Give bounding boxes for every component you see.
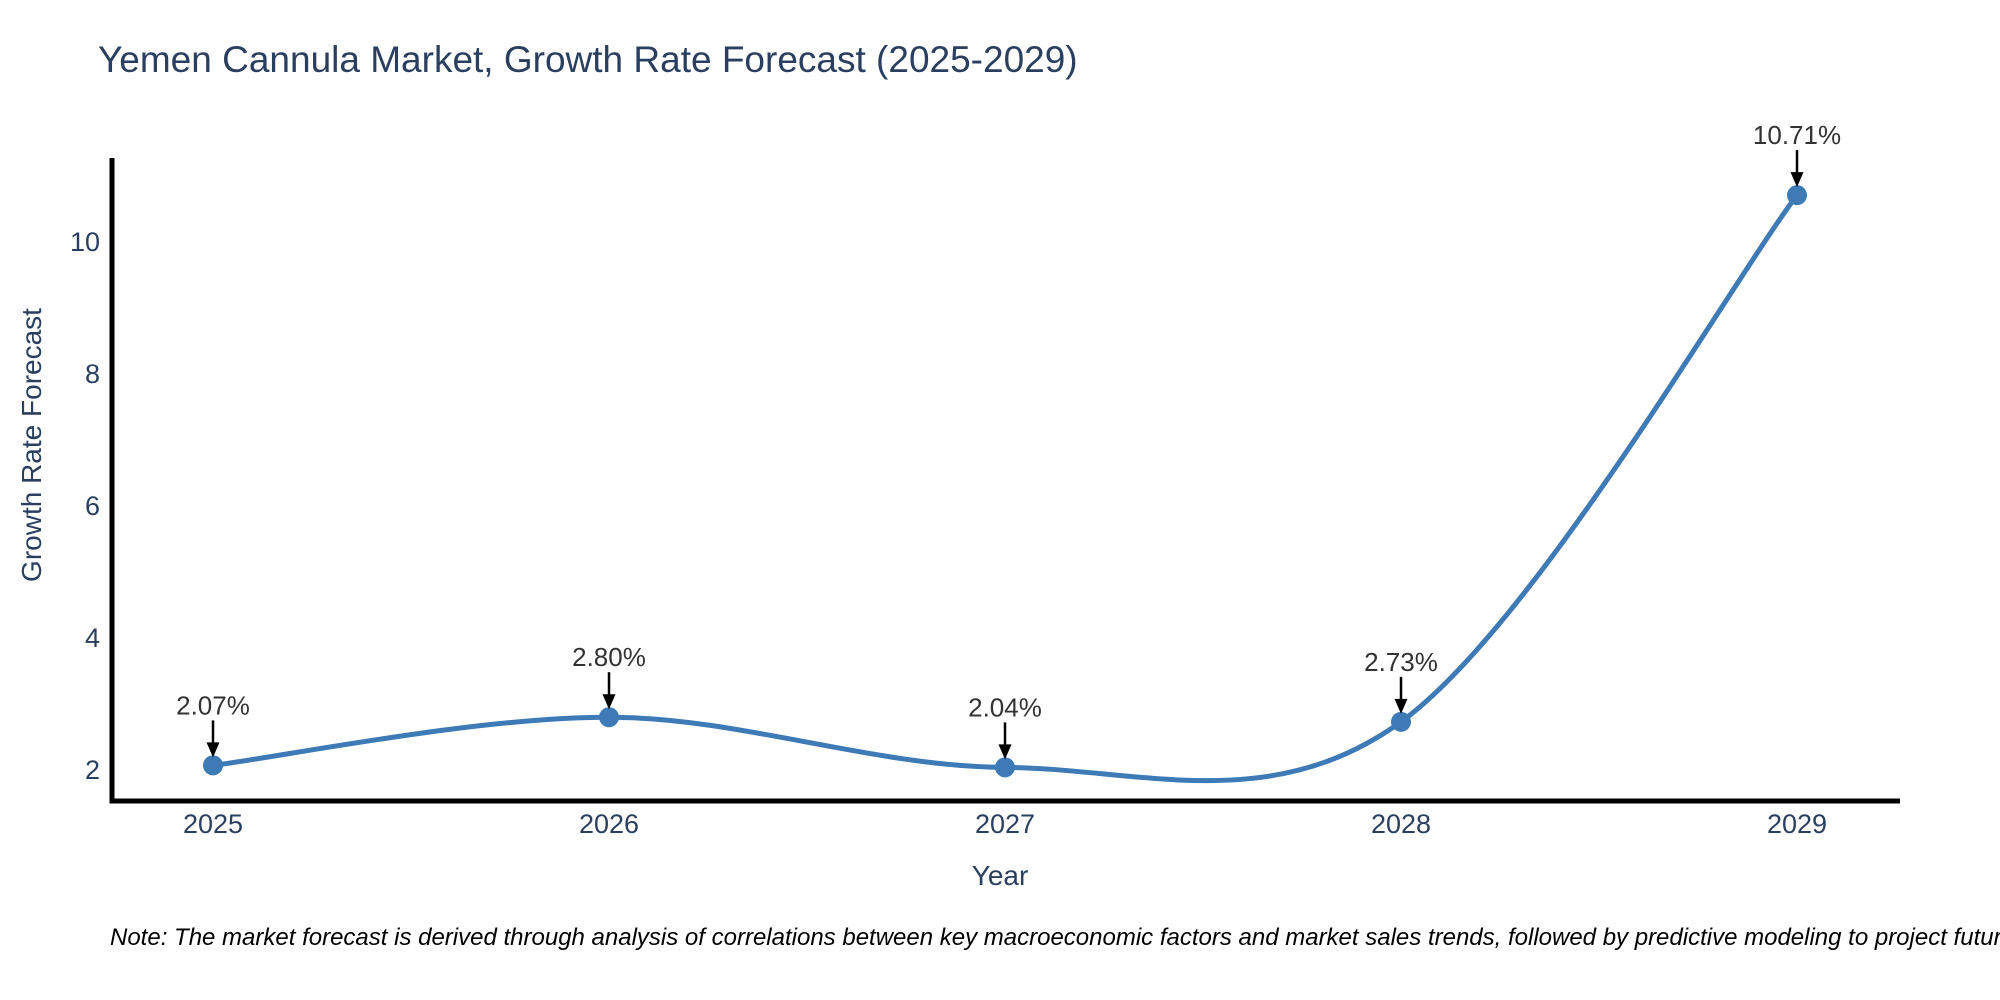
footnote: Note: The market forecast is derived thr… bbox=[110, 924, 2000, 951]
point-value-label: 2.80% bbox=[572, 642, 646, 672]
annotation-arrowhead-icon bbox=[1394, 698, 1408, 714]
forecast-line bbox=[210, 192, 1800, 784]
data-point-marker bbox=[203, 755, 223, 776]
x-tick-label: 2026 bbox=[579, 809, 639, 839]
y-tick-label: 2 bbox=[85, 755, 100, 785]
x-tick-label: 2028 bbox=[1371, 809, 1431, 839]
y-tick-label: 6 bbox=[85, 491, 100, 521]
annotation-arrowhead-icon bbox=[998, 744, 1012, 760]
annotation-arrowhead-icon bbox=[1790, 172, 1804, 188]
data-point-marker bbox=[599, 707, 619, 728]
y-tick-label: 8 bbox=[85, 359, 100, 389]
x-tick-label: 2029 bbox=[1767, 809, 1827, 839]
y-tick-label: 10 bbox=[70, 227, 100, 257]
point-value-label: 2.07% bbox=[176, 690, 250, 720]
y-tick-label: 4 bbox=[85, 623, 100, 653]
x-tick-label: 2027 bbox=[975, 809, 1035, 839]
x-tick-label: 2025 bbox=[183, 809, 243, 839]
annotation-arrowhead-icon bbox=[602, 694, 616, 710]
chart-title: Yemen Cannula Market, Growth Rate Foreca… bbox=[98, 39, 1078, 80]
x-axis-title: Year bbox=[971, 860, 1029, 891]
point-value-label: 2.04% bbox=[968, 692, 1042, 722]
data-point-marker bbox=[995, 757, 1015, 778]
data-point-marker bbox=[1787, 185, 1807, 206]
point-value-label: 2.73% bbox=[1364, 647, 1438, 677]
point-value-label: 10.71% bbox=[1753, 120, 1841, 150]
annotation-arrowhead-icon bbox=[206, 742, 220, 758]
data-point-marker bbox=[1391, 711, 1411, 732]
